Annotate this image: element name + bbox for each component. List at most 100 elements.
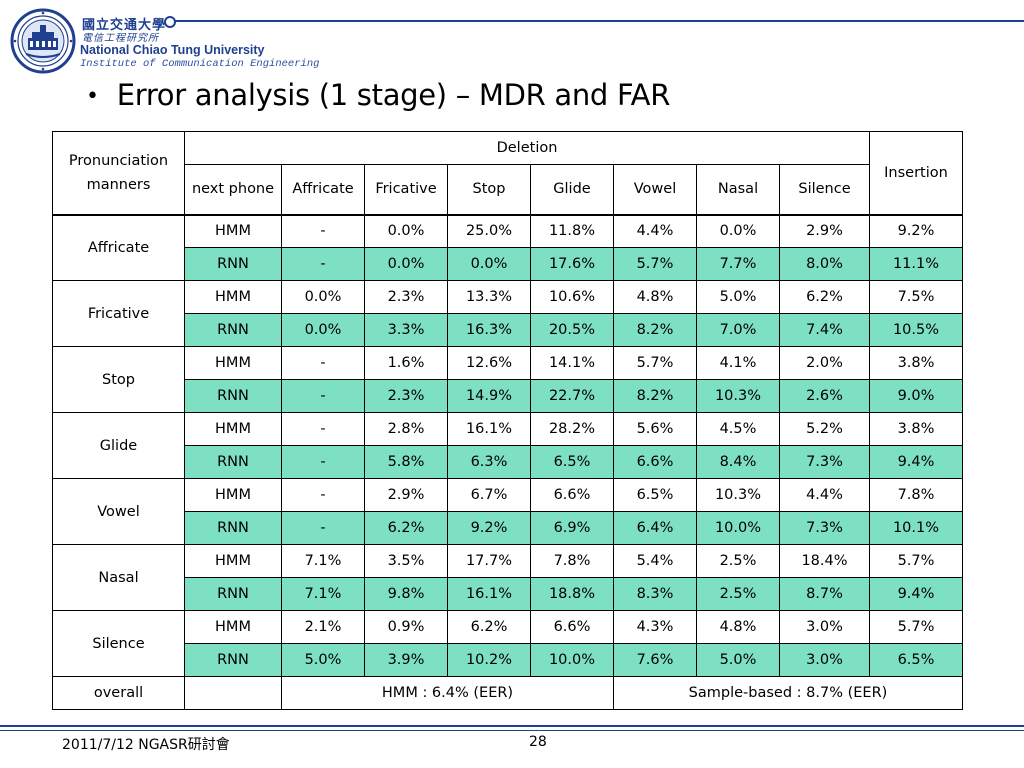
deletion-rate-cell: - xyxy=(281,247,365,281)
deletion-rate-cell: 4.5% xyxy=(696,412,780,446)
deletion-rate-cell: 3.3% xyxy=(364,313,448,347)
deletion-rate-cell: - xyxy=(281,379,365,413)
manner-label: Fricative xyxy=(52,280,185,347)
deletion-rate-cell: 5.4% xyxy=(613,544,697,578)
deletion-rate-cell: 6.3% xyxy=(447,445,531,479)
deletion-rate-cell: 7.0% xyxy=(696,313,780,347)
deletion-rate-cell: 17.7% xyxy=(447,544,531,578)
deletion-rate-cell: - xyxy=(281,445,365,479)
overall-hmm-eer: HMM : 6.4% (EER) xyxy=(281,676,614,710)
deletion-rate-cell: 2.6% xyxy=(779,379,870,413)
deletion-header: Deletion xyxy=(184,131,870,165)
deletion-rate-cell: 2.5% xyxy=(696,544,780,578)
deletion-rate-cell: 18.4% xyxy=(779,544,870,578)
deletion-rate-cell: 8.7% xyxy=(779,577,870,611)
deletion-rate-cell: 4.8% xyxy=(613,280,697,314)
deletion-rate-cell: 28.2% xyxy=(530,412,614,446)
university-name-zh: 國立交通大學 xyxy=(82,18,167,33)
deletion-rate-cell: - xyxy=(281,346,365,380)
insertion-rate-cell: 10.1% xyxy=(869,511,963,545)
deletion-rate-cell: 8.2% xyxy=(613,379,697,413)
deletion-rate-cell: 16.3% xyxy=(447,313,531,347)
overall-sample-eer: Sample-based : 8.7% (EER) xyxy=(613,676,963,710)
deletion-rate-cell: 5.7% xyxy=(613,346,697,380)
deletion-rate-cell: 4.3% xyxy=(613,610,697,644)
model-label: HMM xyxy=(184,544,282,578)
deletion-rate-cell: 8.4% xyxy=(696,445,780,479)
deletion-rate-cell: 16.1% xyxy=(447,412,531,446)
deletion-rate-cell: 25.0% xyxy=(447,214,531,248)
table-row: RNN -2.3% 14.9% 22.7% 8.2% 10.3% 2.6% 9.0% xyxy=(53,379,963,413)
table-row: RNN -5.8% 6.3% 6.5% 6.6% 8.4% 7.3% 9.4% xyxy=(53,445,963,479)
deletion-rate-cell: 8.0% xyxy=(779,247,870,281)
model-label: RNN xyxy=(184,643,282,677)
column-header: Silence xyxy=(779,164,870,215)
deletion-rate-cell: 3.0% xyxy=(779,643,870,677)
insertion-rate-cell: 7.8% xyxy=(869,478,963,512)
insertion-rate-cell: 9.4% xyxy=(869,445,963,479)
deletion-rate-cell: 4.4% xyxy=(613,214,697,248)
table-row: Stop HMM -1.6% 12.6% 14.1% 5.7% 4.1% 2.0% 3.8% xyxy=(52,346,963,413)
model-label: HMM xyxy=(184,280,282,314)
deletion-rate-cell: 6.6% xyxy=(613,445,697,479)
deletion-rate-cell: 6.2% xyxy=(447,610,531,644)
deletion-rate-cell: 0.0% xyxy=(447,247,531,281)
deletion-rate-cell: 11.8% xyxy=(530,214,614,248)
deletion-rate-cell: 16.1% xyxy=(447,577,531,611)
deletion-rate-cell: 10.0% xyxy=(530,643,614,677)
deletion-rate-cell: 7.8% xyxy=(530,544,614,578)
overall-label: overall xyxy=(52,676,185,710)
deletion-rate-cell: 0.0% xyxy=(281,280,365,314)
manners-header: Pronunciation manners xyxy=(52,131,185,215)
deletion-rate-cell: 4.8% xyxy=(696,610,780,644)
overall-empty-cell xyxy=(184,676,282,710)
deletion-rate-cell: 6.6% xyxy=(530,478,614,512)
deletion-rate-cell: 2.5% xyxy=(696,577,780,611)
deletion-rate-cell: 8.2% xyxy=(613,313,697,347)
deletion-rate-cell: 0.0% xyxy=(364,214,448,248)
insertion-rate-cell: 10.5% xyxy=(869,313,963,347)
footer-divider xyxy=(0,725,1024,727)
table-row: RNN 7.1% 9.8% 16.1% 18.8% 8.3% 2.5% 8.7% 9.4% xyxy=(53,577,963,611)
deletion-rate-cell: 14.9% xyxy=(447,379,531,413)
deletion-rate-cell: 7.1% xyxy=(281,544,365,578)
table-row: RNN -0.0% 0.0% 17.6% 5.7% 7.7% 8.0% 11.1% xyxy=(53,247,963,281)
deletion-rate-cell: 6.5% xyxy=(530,445,614,479)
table-row: Glide HMM -2.8% 16.1% 28.2% 5.6% 4.5% 5.2% 3.8% xyxy=(52,412,963,479)
deletion-rate-cell: 2.9% xyxy=(779,214,870,248)
slide-title: • Error analysis (1 stage) – MDR and FAR xyxy=(86,78,670,112)
deletion-rate-cell: 17.6% xyxy=(530,247,614,281)
deletion-rate-cell: 3.0% xyxy=(779,610,870,644)
deletion-rate-cell: 5.7% xyxy=(613,247,697,281)
deletion-rate-cell: 3.9% xyxy=(364,643,448,677)
insertion-rate-cell: 3.8% xyxy=(869,412,963,446)
manner-label: Glide xyxy=(52,412,185,479)
table-row: RNN -6.2% 9.2% 6.9% 6.4% 10.0% 7.3% 10.1% xyxy=(53,511,963,545)
manner-label: Nasal xyxy=(52,544,185,611)
deletion-rate-cell: 2.1% xyxy=(281,610,365,644)
deletion-rate-cell: 2.3% xyxy=(364,280,448,314)
deletion-rate-cell: 7.3% xyxy=(779,511,870,545)
insertion-rate-cell: 5.7% xyxy=(869,544,963,578)
deletion-rate-cell: 0.0% xyxy=(696,214,780,248)
deletion-rate-cell: 2.8% xyxy=(364,412,448,446)
deletion-rate-cell: 7.4% xyxy=(779,313,870,347)
deletion-rate-cell: 2.0% xyxy=(779,346,870,380)
model-label: HMM xyxy=(184,610,282,644)
page-number: 28 xyxy=(529,734,547,750)
institute-name-zh: 電信工程研究所 xyxy=(82,33,159,44)
deletion-rate-cell: 10.6% xyxy=(530,280,614,314)
deletion-rate-cell: 6.5% xyxy=(613,478,697,512)
deletion-rate-cell: 0.0% xyxy=(281,313,365,347)
deletion-rate-cell: 0.9% xyxy=(364,610,448,644)
deletion-rate-cell: 5.0% xyxy=(281,643,365,677)
deletion-rate-cell: 10.0% xyxy=(696,511,780,545)
insertion-rate-cell: 11.1% xyxy=(869,247,963,281)
deletion-rate-cell: 13.3% xyxy=(447,280,531,314)
manner-label: Silence xyxy=(52,610,185,677)
column-header: Affricate xyxy=(281,164,365,215)
deletion-rate-cell: 7.1% xyxy=(281,577,365,611)
deletion-rate-cell: 0.0% xyxy=(364,247,448,281)
slide-title-text: Error analysis (1 stage) – MDR and FAR xyxy=(116,78,671,112)
deletion-rate-cell: 7.3% xyxy=(779,445,870,479)
